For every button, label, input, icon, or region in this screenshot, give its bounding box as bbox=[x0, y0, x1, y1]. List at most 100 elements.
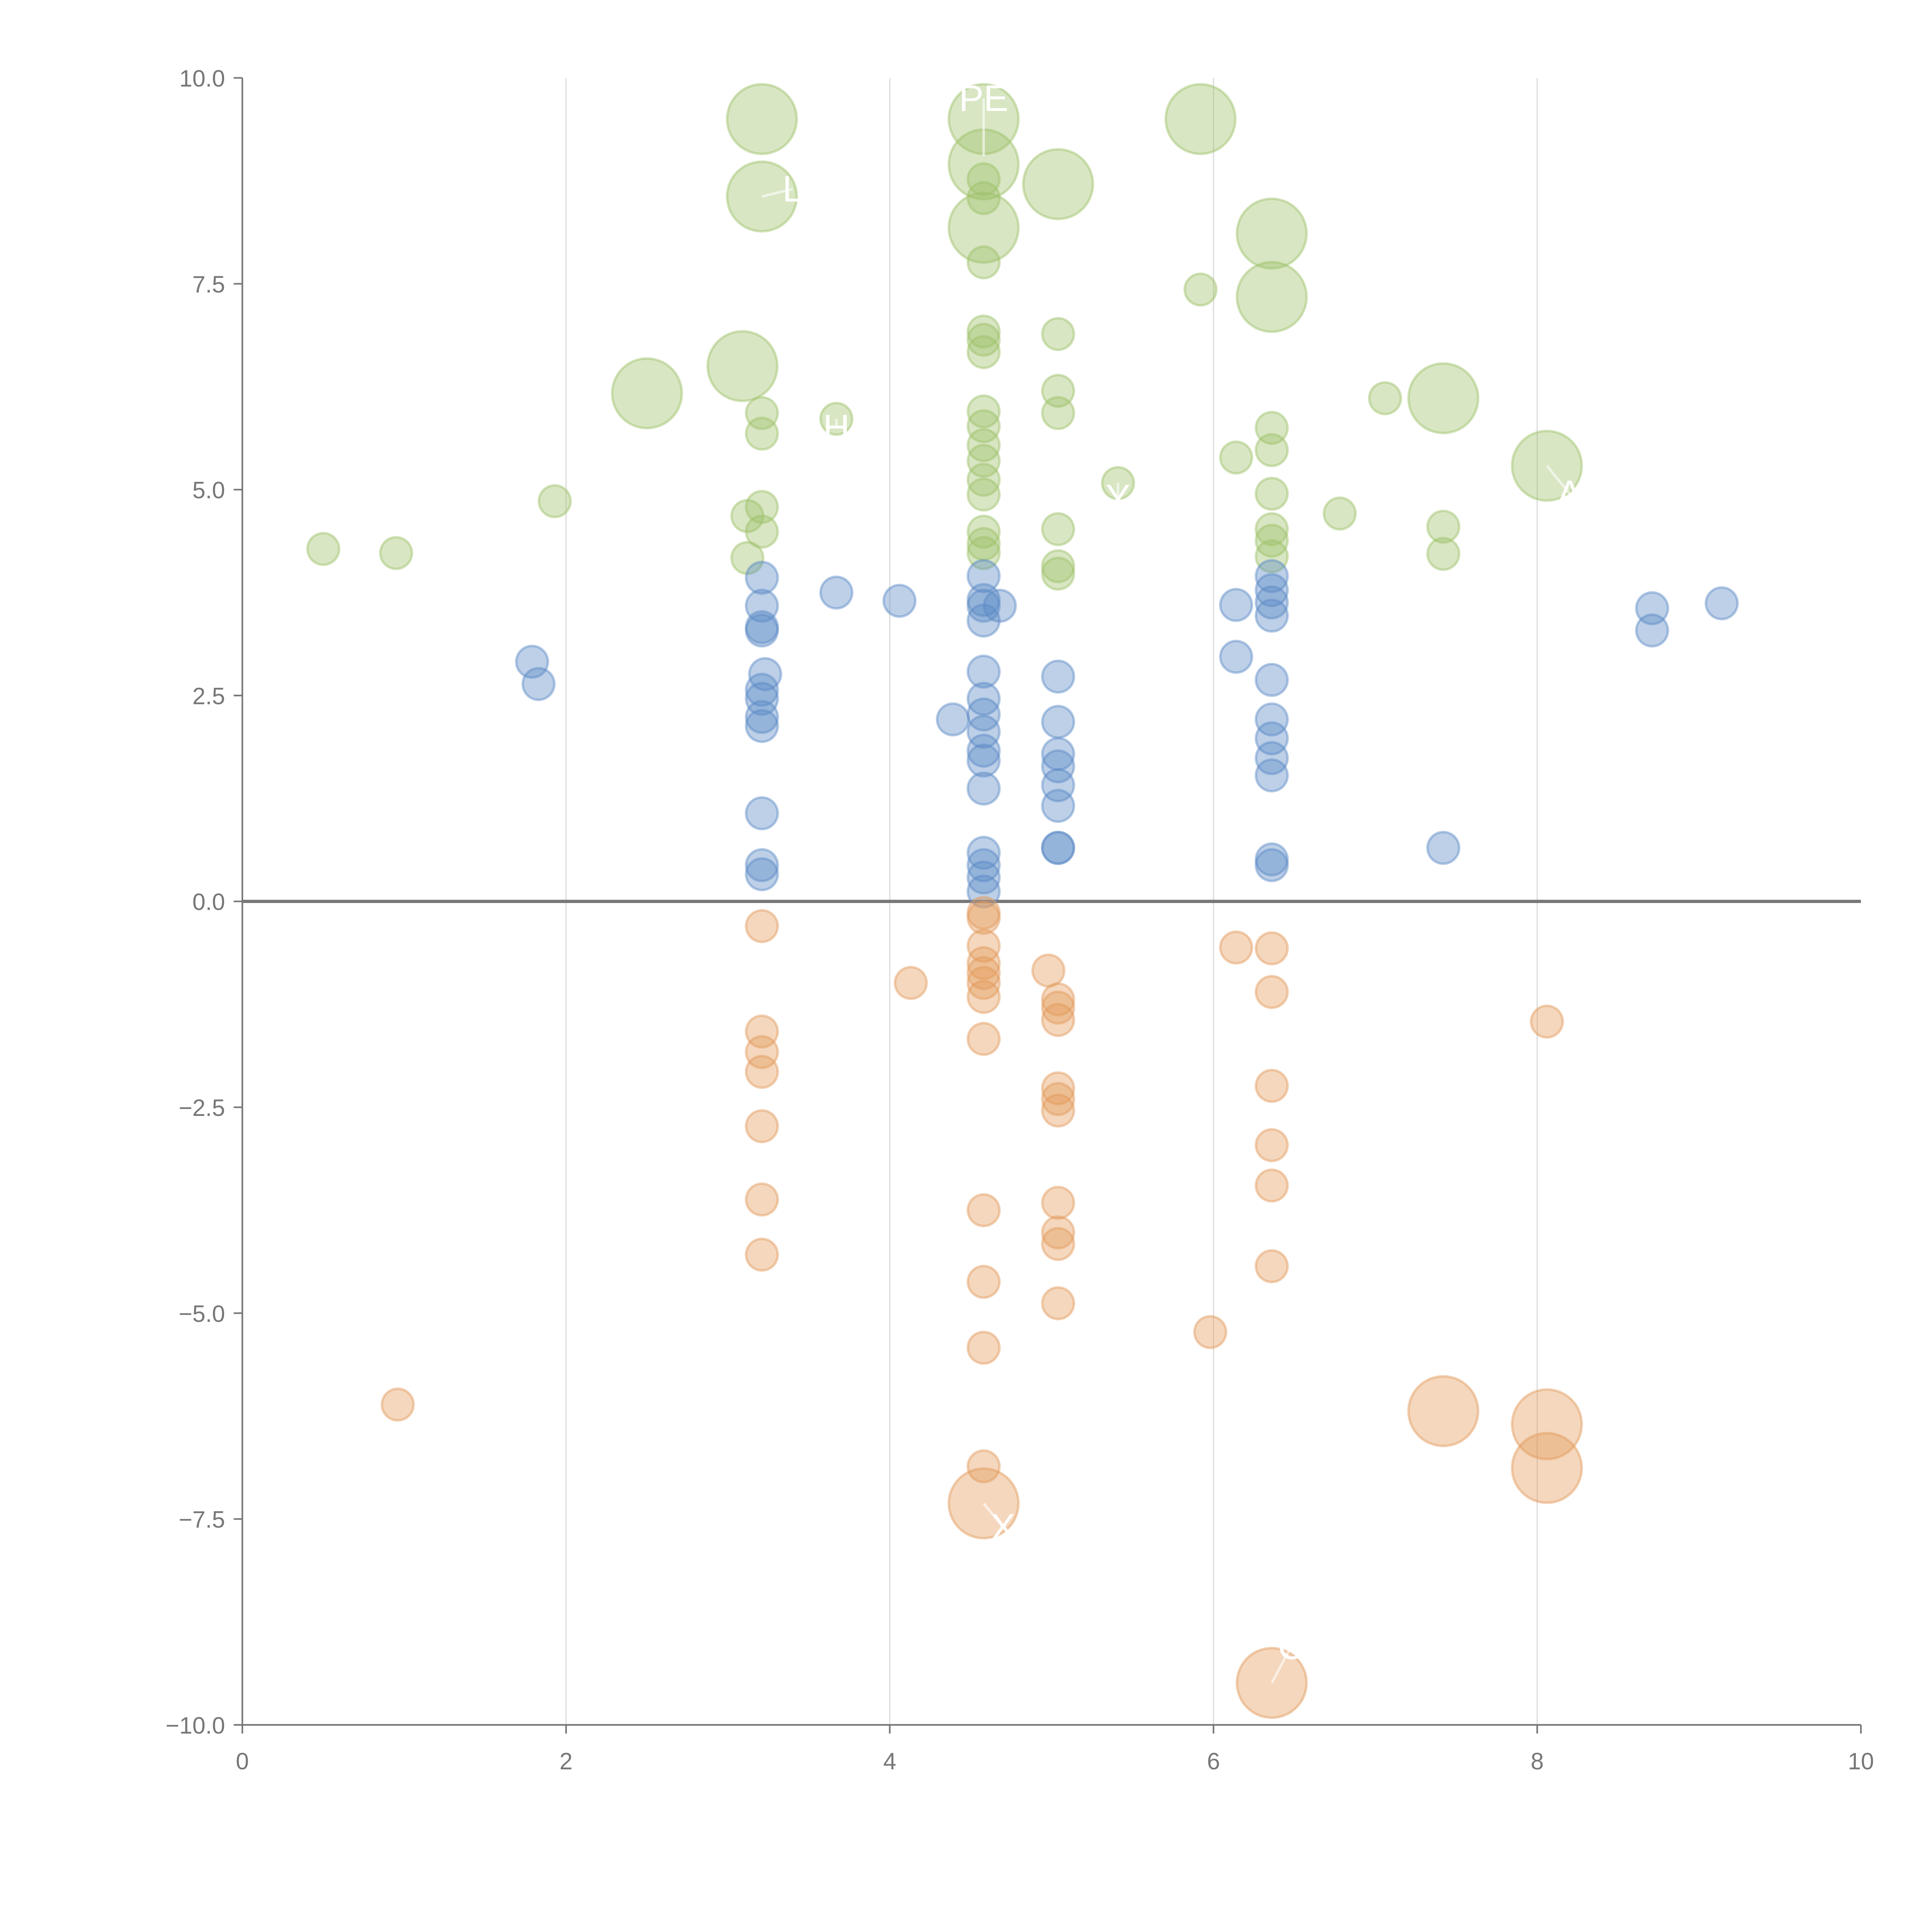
green-bubble bbox=[1219, 440, 1253, 475]
blue-bubble bbox=[1041, 789, 1075, 823]
green-bubble bbox=[706, 330, 779, 402]
green-bubble bbox=[1164, 83, 1237, 155]
orange-bubble bbox=[745, 1182, 779, 1217]
orange-bubble bbox=[1041, 990, 1075, 1025]
green-bubble bbox=[1041, 374, 1075, 408]
blue-bubble bbox=[1255, 663, 1289, 697]
green-bubble bbox=[1022, 148, 1094, 220]
blue-bubble bbox=[966, 848, 1001, 883]
blue-bubble bbox=[1704, 586, 1739, 621]
blue-bubble bbox=[966, 743, 1001, 778]
green-bubble bbox=[1426, 509, 1461, 544]
blue-bubble bbox=[983, 588, 1017, 623]
blue-bubble bbox=[745, 700, 779, 734]
orange-bubble bbox=[1193, 1315, 1228, 1349]
green-bubble bbox=[966, 162, 1001, 196]
orange-bubble bbox=[966, 980, 1001, 1014]
blue-bubble bbox=[966, 860, 1001, 895]
y-tick-label: 7.5 bbox=[192, 271, 225, 298]
annotation-label: A bbox=[1557, 473, 1582, 514]
orange-bubble bbox=[745, 1237, 779, 1272]
blue-bubble bbox=[1041, 659, 1075, 694]
orange-bubble bbox=[745, 1054, 779, 1089]
blue-bubble bbox=[748, 657, 782, 691]
blue-bubble bbox=[1041, 737, 1075, 771]
annotation-leader-line bbox=[983, 1502, 1004, 1528]
green-bubble bbox=[966, 428, 1001, 463]
green-bubble bbox=[726, 83, 798, 155]
blue-bubble bbox=[745, 709, 779, 743]
green-bubble bbox=[537, 484, 572, 519]
green-bubble bbox=[1368, 381, 1402, 415]
y-tick-label: 2.5 bbox=[192, 683, 225, 709]
orange-bubble bbox=[1255, 1069, 1289, 1103]
blue-bubble bbox=[966, 588, 1001, 623]
orange-bubble bbox=[1407, 1375, 1480, 1447]
annotation-label: PE bbox=[959, 78, 1009, 119]
green-bubble bbox=[1255, 433, 1289, 468]
x-tick-label: 6 bbox=[1207, 1748, 1220, 1774]
x-tick-label: 0 bbox=[236, 1748, 249, 1774]
blue-bubble bbox=[966, 559, 1001, 594]
blue-bubble bbox=[966, 733, 1001, 768]
orange-bubble bbox=[1530, 1004, 1564, 1039]
x-tick-label: 2 bbox=[560, 1748, 573, 1774]
green-bubble bbox=[966, 527, 1001, 561]
y-tick-label: −10.0 bbox=[166, 1712, 225, 1738]
blue-bubble bbox=[882, 583, 917, 618]
annotation-label: L bbox=[782, 168, 803, 209]
blue-bubble bbox=[966, 603, 1001, 638]
orange-bubble bbox=[966, 1022, 1001, 1056]
axes: 0 2 4 6 8 10 10.0 7.5 5.0 2.5 0.0 −2.5 −5.0 −7.5 −10.0 bbox=[166, 65, 1874, 1774]
orange-bubble bbox=[1041, 1185, 1075, 1220]
y-tick-label: 0.0 bbox=[192, 889, 225, 915]
blue-bubble bbox=[1041, 768, 1075, 803]
green-bubble bbox=[1041, 317, 1075, 351]
blue-bubble bbox=[935, 702, 970, 736]
green-bubble bbox=[745, 490, 779, 524]
green-bubble bbox=[966, 181, 1001, 215]
blue-bubble bbox=[1255, 559, 1289, 594]
green-bubble bbox=[611, 357, 683, 430]
orange-bubble bbox=[745, 909, 779, 943]
blue-bubble bbox=[745, 588, 779, 623]
green-bubble bbox=[730, 499, 765, 533]
orange-bubble bbox=[1041, 1093, 1075, 1128]
orange-bubble bbox=[966, 929, 1001, 963]
green-bubble bbox=[745, 396, 779, 430]
green-bubble bbox=[966, 335, 1001, 369]
orange-bubble bbox=[1041, 1082, 1075, 1116]
orange-bubble bbox=[966, 896, 1001, 930]
y-tick-label: −7.5 bbox=[179, 1507, 225, 1533]
green-bubble bbox=[730, 541, 765, 575]
orange-bubble bbox=[745, 1014, 779, 1049]
green-bubble bbox=[1183, 272, 1218, 307]
green-bubble bbox=[966, 514, 1001, 549]
data-points bbox=[306, 83, 1739, 1719]
green-bubble bbox=[1255, 524, 1289, 558]
x-tick-label: 4 bbox=[883, 1748, 896, 1774]
blue-bubble bbox=[745, 796, 779, 830]
blue-bubble bbox=[1219, 639, 1253, 674]
blue-bubble bbox=[1635, 613, 1669, 648]
blue-bubble bbox=[745, 848, 779, 883]
blue-bubble bbox=[1041, 831, 1075, 865]
annotation-label: Y bbox=[1105, 477, 1130, 519]
blue-bubble bbox=[1255, 573, 1289, 607]
green-bubble bbox=[1323, 496, 1357, 531]
green-bubble bbox=[966, 314, 1001, 349]
orange-bubble bbox=[1255, 1128, 1289, 1162]
x-tick-label: 10 bbox=[1848, 1748, 1874, 1774]
y-tick-label: 5.0 bbox=[192, 477, 225, 503]
green-bubble bbox=[1041, 396, 1075, 430]
green-bubble bbox=[966, 409, 1001, 444]
blue-bubble bbox=[1426, 831, 1461, 865]
orange-bubble bbox=[966, 901, 1001, 935]
blue-bubble bbox=[745, 613, 779, 648]
green-bubble bbox=[1041, 556, 1075, 591]
blue-bubble bbox=[521, 667, 556, 701]
blue-bubble bbox=[1255, 741, 1289, 776]
orange-bubble bbox=[894, 966, 928, 1000]
orange-bubble bbox=[1255, 975, 1289, 1009]
